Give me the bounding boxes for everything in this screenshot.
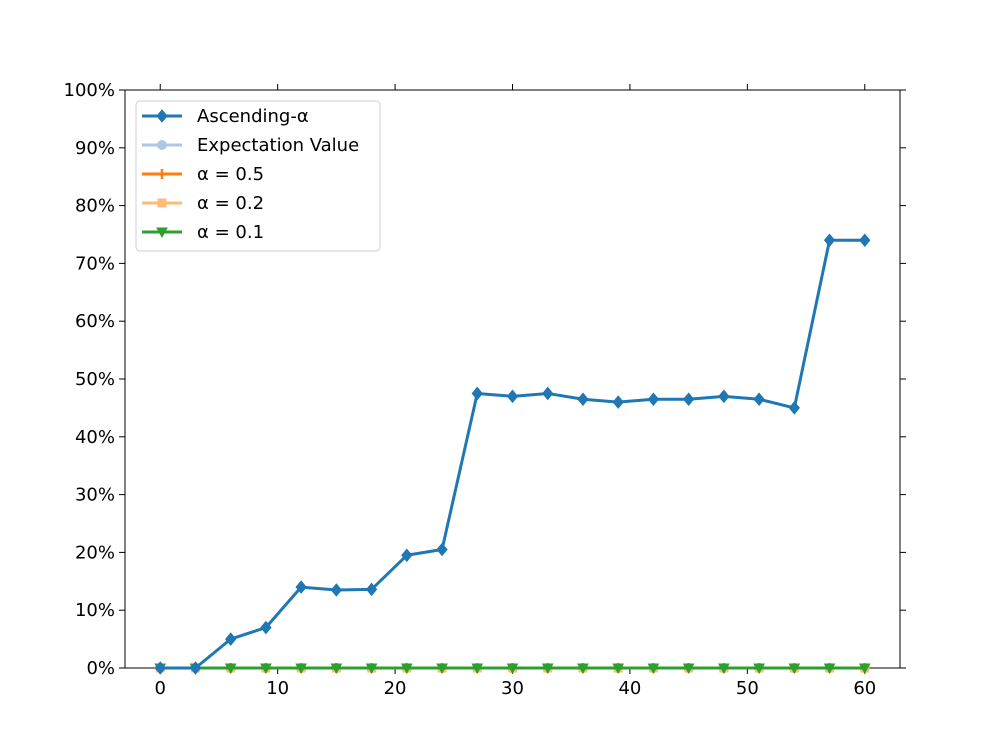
data-point [471, 663, 484, 675]
x-tick-label: 30 [501, 678, 524, 699]
data-point [682, 663, 695, 675]
data-point [506, 663, 519, 675]
data-point [401, 548, 413, 563]
data-point [577, 663, 589, 675]
y-tick-label: 10% [75, 600, 115, 621]
x-tick-label: 0 [155, 678, 166, 699]
x-tick-label: 40 [618, 678, 641, 699]
legend-swatch-marker [157, 140, 167, 150]
y-tick-label: 70% [75, 253, 115, 274]
data-point [718, 663, 730, 675]
data-point [612, 395, 624, 409]
data-point [823, 233, 836, 248]
data-point [577, 392, 589, 407]
x-tick-label: 20 [384, 678, 407, 699]
data-point [788, 663, 801, 675]
data-point [154, 661, 166, 675]
data-point [400, 663, 413, 675]
y-tick-label: 40% [75, 427, 115, 448]
y-tick-label: 60% [75, 311, 115, 332]
data-point [823, 663, 836, 675]
legend: Ascending-α Expectation Value α = 0.5 α = 0… [135, 100, 381, 252]
data-point [330, 663, 343, 675]
x-tick-label: 60 [853, 678, 876, 699]
y-tick-label: 0% [86, 658, 115, 679]
legend-label: Expectation Value [197, 135, 359, 156]
data-point [542, 386, 554, 401]
data-point [260, 663, 272, 675]
data-point [647, 392, 660, 407]
legend-entry: α = 0.1 [142, 222, 264, 243]
data-point [682, 392, 695, 407]
legend-label: α = 0.2 [197, 193, 264, 214]
data-point [436, 663, 448, 675]
y-tick-label: 100% [64, 80, 115, 101]
legend-label: α = 0.1 [197, 222, 264, 243]
data-point [753, 392, 765, 407]
data-point [330, 583, 343, 597]
data-point [788, 401, 800, 415]
y-tick-label: 50% [75, 369, 115, 390]
x-tick-label: 50 [736, 678, 759, 699]
data-point [365, 582, 378, 597]
series-line [160, 238, 865, 670]
series-0 [154, 233, 871, 675]
y-tick-label: 30% [75, 485, 115, 506]
y-tick-label: 20% [75, 542, 115, 563]
data-point [859, 233, 871, 248]
data-point [436, 542, 448, 557]
data-point [225, 632, 237, 646]
data-point [612, 663, 625, 675]
legend-entry: Expectation Value [142, 135, 359, 156]
legend-label: α = 0.5 [197, 164, 264, 185]
data-point [647, 663, 660, 675]
series-4 [154, 663, 871, 675]
data-point [506, 389, 519, 404]
y-tick-label: 80% [75, 196, 115, 217]
legend-label: Ascending-α [197, 106, 309, 127]
data-point [858, 663, 871, 675]
legend-swatch-marker [157, 198, 167, 208]
data-point [365, 663, 378, 675]
data-point [295, 580, 307, 594]
legend-box [135, 100, 381, 252]
plot-area [154, 233, 871, 675]
y-tick-label: 90% [75, 138, 115, 159]
data-point [295, 663, 307, 675]
data-point [189, 661, 202, 675]
data-point [753, 663, 765, 675]
legend-entry: α = 0.2 [142, 193, 264, 214]
legend-swatch-marker [156, 227, 168, 239]
legend-swatch-marker [156, 109, 168, 123]
x-tick-label: 10 [266, 678, 289, 699]
legend-entry: α = 0.5 [142, 164, 264, 185]
data-point [224, 663, 237, 675]
legend-entry: Ascending-α [142, 106, 309, 127]
data-point [541, 663, 554, 675]
legend-swatch-marker [157, 169, 167, 179]
data-point [471, 386, 483, 401]
data-point [260, 620, 272, 635]
axes: 0% 10% 20% 30% 40% 50% 60% 70% 80% 90% 100% 0 10 20 30… [64, 80, 906, 699]
data-point [718, 389, 730, 404]
